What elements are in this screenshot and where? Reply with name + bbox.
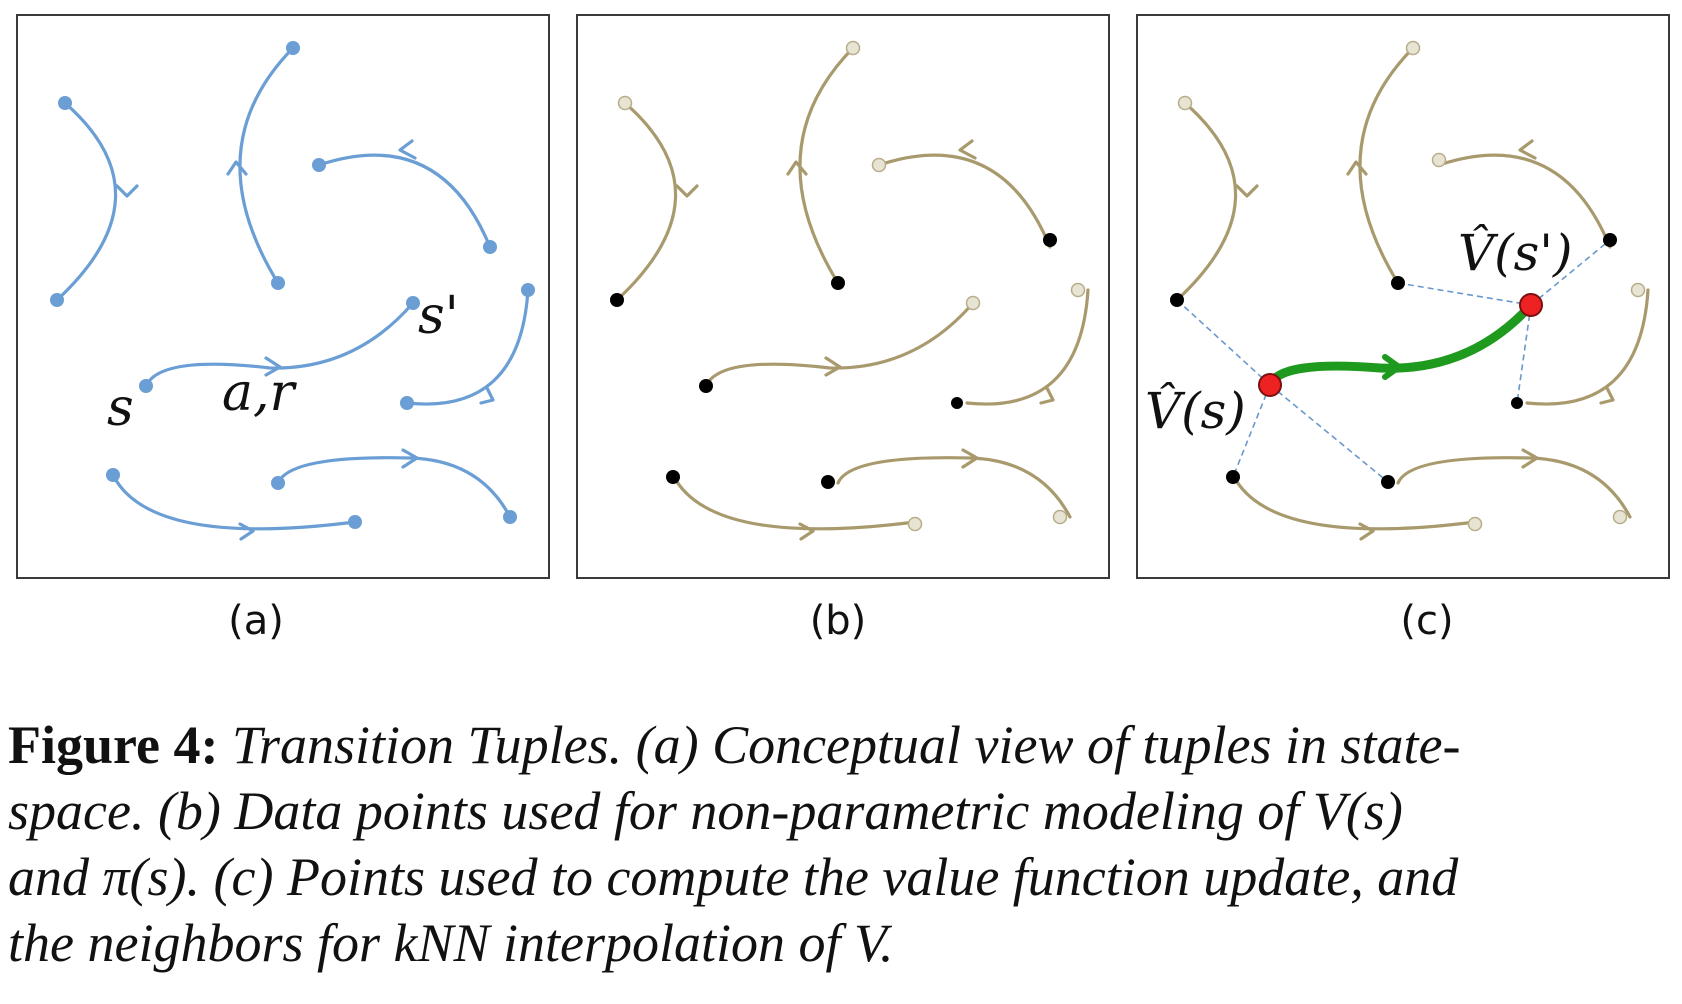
- caption-text-line-2: space. (b) Data points used for non-para…: [8, 781, 1403, 841]
- knn-links: [1176, 239, 1611, 483]
- highlighted-transition: [1265, 300, 1536, 390]
- figure-4-diagram: s a,r s' (a): [16, 14, 1670, 644]
- panel-a-points: [50, 41, 535, 529]
- panel-b-label: (b): [810, 598, 867, 644]
- label-v-hat-s: V̂(s): [1145, 381, 1246, 440]
- label-s-prime: s': [418, 286, 459, 346]
- panel-c-label: (c): [1400, 598, 1453, 644]
- panel-a-label: (a): [228, 598, 284, 644]
- caption-text-line-3: and π(s). (c) Points used to compute the…: [8, 847, 1459, 907]
- panel-c-points: [1170, 40, 1646, 532]
- panel-b-points: [610, 40, 1086, 532]
- panel-c: V̂(s) V̂(s') (c): [1136, 14, 1670, 644]
- label-v-hat-s-prime: V̂(s'): [1458, 223, 1573, 282]
- figure-caption: Figure 4: Transition Tuples. (a) Concept…: [8, 712, 1674, 976]
- caption-line-1: Figure 4: Transition Tuples. (a) Concept…: [8, 712, 1674, 778]
- caption-text-line-4: the neighbors for kNN interpolation of V…: [8, 913, 894, 973]
- panel-a: s a,r s' (a): [16, 14, 550, 644]
- panel-b: (b): [576, 14, 1110, 644]
- caption-label: Figure 4:: [8, 715, 219, 775]
- query-point-s: [1258, 373, 1282, 397]
- query-point-s-prime: [1519, 293, 1543, 317]
- caption-text-line-1: Transition Tuples. (a) Conceptual view o…: [231, 715, 1461, 775]
- label-action-reward: a,r: [222, 363, 298, 423]
- label-s: s: [107, 378, 134, 438]
